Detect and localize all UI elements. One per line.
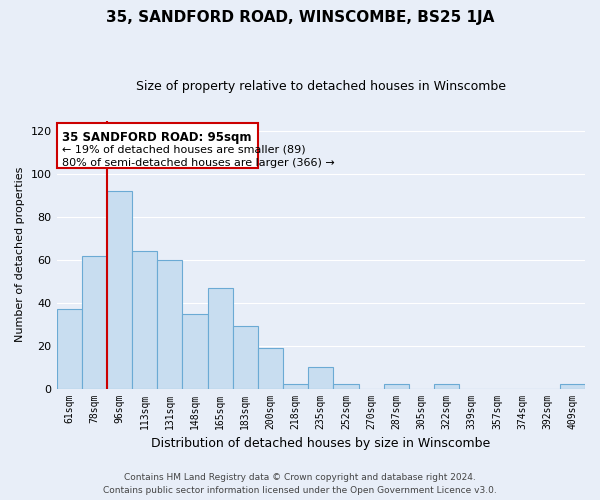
Bar (434, 384, 459, 388)
Text: ← 19% of detached houses are smaller (89): ← 19% of detached houses are smaller (89… (62, 144, 305, 154)
Bar (182, 314, 208, 388)
Text: 80% of semi-detached houses are larger (366) →: 80% of semi-detached houses are larger (… (62, 158, 334, 168)
Bar (560, 384, 585, 388)
Text: 35, SANDFORD ROAD, WINSCOMBE, BS25 1JA: 35, SANDFORD ROAD, WINSCOMBE, BS25 1JA (106, 10, 494, 25)
Bar (258, 348, 283, 389)
Bar (283, 384, 308, 388)
Y-axis label: Number of detached properties: Number of detached properties (15, 167, 25, 342)
Bar (308, 367, 334, 388)
Bar (383, 384, 409, 388)
FancyBboxPatch shape (56, 122, 258, 168)
Bar (107, 192, 132, 388)
Text: Contains HM Land Registry data © Crown copyright and database right 2024.
Contai: Contains HM Land Registry data © Crown c… (103, 473, 497, 495)
Title: Size of property relative to detached houses in Winscombe: Size of property relative to detached ho… (136, 80, 506, 93)
X-axis label: Distribution of detached houses by size in Winscombe: Distribution of detached houses by size … (151, 437, 490, 450)
Bar (233, 326, 258, 388)
Bar (157, 260, 182, 388)
Text: 35 SANDFORD ROAD: 95sqm: 35 SANDFORD ROAD: 95sqm (62, 132, 252, 144)
Bar (82, 256, 107, 388)
Bar (208, 288, 233, 388)
Bar (132, 252, 157, 388)
Bar (56, 309, 82, 388)
Bar (334, 384, 359, 388)
